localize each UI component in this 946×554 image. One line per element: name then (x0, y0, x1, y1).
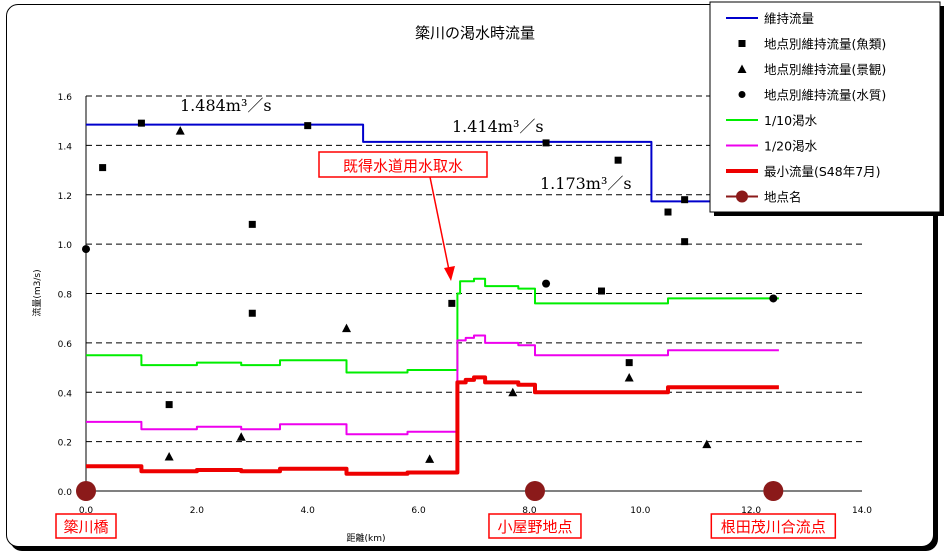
quality-point (769, 294, 778, 303)
legend-label: 維持流量 (764, 11, 814, 26)
x-tick-label: 8.0 (522, 506, 537, 516)
location-marker (76, 481, 96, 501)
legend-label: 地点名 (764, 190, 802, 205)
intake-callout-label: 既得水道用水取水 (343, 157, 463, 175)
legend-label: 最小流量(S48年7月) (764, 164, 881, 179)
y-tick-labels: 0.0 0.2 0.4 0.6 0.8 1.0 1.2 1.4 1.6 (58, 93, 73, 498)
location-label-box (488, 513, 582, 539)
axes (85, 96, 862, 492)
legend-swatch (738, 40, 746, 47)
y-tick-label: 0.4 (58, 389, 73, 399)
location-label-box (55, 513, 117, 539)
x-tick-label: 12.0 (741, 506, 761, 516)
series-lines (86, 123, 779, 476)
legend-label: 地点別維持流量(景観) (764, 62, 886, 77)
fish-point (304, 122, 312, 130)
location-labels: 簗川橋 小屋野地点 根田茂川合流点 (55, 513, 837, 539)
legend-swatch (738, 91, 746, 98)
y-tick-label: 1.4 (58, 142, 73, 152)
x-tick-label: 4.0 (301, 506, 316, 516)
location-marker (524, 481, 545, 501)
fish-point (597, 287, 605, 295)
quality-point (82, 245, 90, 254)
fish-point (448, 299, 456, 307)
legend-label: 地点別維持流量(水質) (764, 88, 886, 103)
location-label-box (710, 513, 837, 539)
y-tick-label: 1.0 (58, 241, 73, 251)
x-tick-label: 2.0 (190, 506, 205, 516)
annotation-flow-3: 1.173m³／s (540, 174, 632, 193)
series-drought_20 (86, 334, 779, 436)
scenery-point (236, 432, 246, 441)
y-tick-label: 0.2 (58, 439, 72, 449)
y-tick-label: 0.0 (58, 488, 73, 498)
quality-point (542, 279, 551, 288)
legend-label: 1/10渇水 (764, 113, 818, 128)
intake-arrow (429, 176, 450, 271)
annotation-flow-2: 1.414m³／s (452, 117, 544, 136)
x-tick-label: 10.0 (630, 506, 650, 516)
location-marker (763, 481, 784, 501)
location-label: 簗川橋 (63, 518, 108, 536)
scenery-point (342, 323, 352, 333)
x-axis-label: 距離(km) (346, 532, 385, 544)
y-tick-label: 0.8 (58, 291, 73, 301)
y-tick-label: 0.6 (58, 340, 73, 350)
fish-point (664, 208, 672, 216)
legend-label: 1/20渇水 (764, 139, 818, 154)
fish-point (248, 220, 256, 228)
chart-title: 簗川の渇水時流量 (415, 24, 535, 42)
fish-point (248, 309, 256, 317)
location-markers (76, 481, 784, 501)
x-tick-labels: 0.0 2.0 4.0 6.0 8.0 10.0 12.0 14.0 (79, 506, 872, 516)
legend-swatch (736, 190, 748, 203)
fish-point (137, 119, 145, 127)
y-axis-label: 流量(m3/s) (31, 269, 43, 316)
x-tick-label: 14.0 (852, 506, 872, 516)
intake-arrowhead (444, 266, 455, 281)
scenery-point (624, 372, 634, 382)
fish-point (542, 139, 550, 147)
scenery-point (175, 126, 185, 135)
fish-point (681, 196, 689, 204)
legend-label: 地点別維持流量(魚類) (764, 37, 886, 52)
scenery-point (164, 451, 174, 461)
fish-point (165, 401, 173, 409)
series-minimum (86, 375, 779, 476)
y-tick-label: 1.2 (58, 192, 72, 202)
annotation-flow-1: 1.484m³／s (180, 96, 272, 115)
legend-swatch (737, 64, 747, 73)
fish-point (614, 156, 622, 164)
scenery-point (508, 387, 518, 397)
x-tick-label: 6.0 (411, 506, 426, 516)
legend-box (709, 1, 941, 213)
fish-point (625, 359, 633, 367)
series-maintenance (86, 123, 779, 203)
scenery-point (702, 439, 712, 449)
location-label: 根田茂川合流点 (721, 518, 826, 536)
x-tick-label: 0.0 (79, 506, 94, 516)
fish-point (99, 164, 107, 172)
point-markers (82, 119, 778, 463)
fish-point (681, 238, 689, 246)
y-tick-label: 1.6 (58, 93, 73, 103)
intake-callout-box (318, 151, 488, 178)
series-drought_10 (86, 277, 779, 374)
scenery-point (425, 454, 435, 463)
location-label: 小屋野地点 (497, 518, 572, 536)
